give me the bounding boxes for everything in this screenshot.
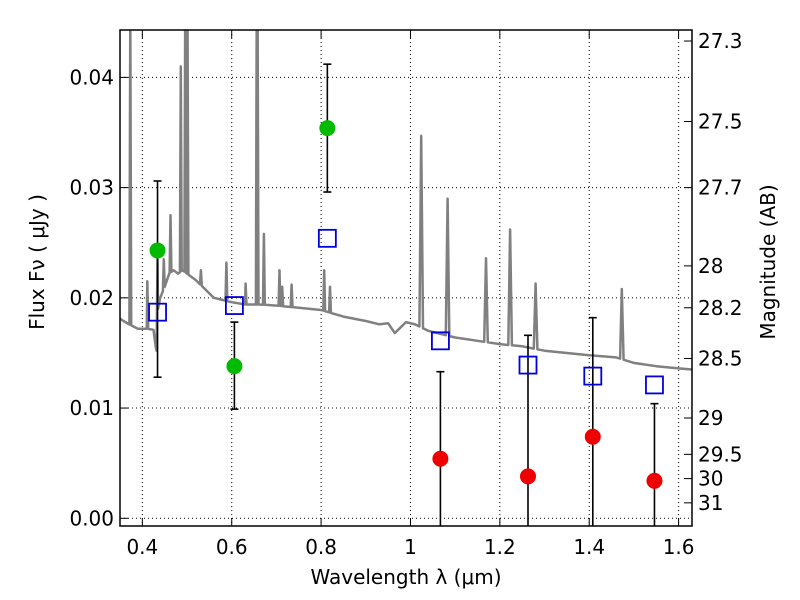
x-tick-label: 1.4 <box>573 535 605 559</box>
model-photometry-marker <box>645 375 664 395</box>
right-tick-label: 27.5 <box>698 109 743 133</box>
right-tick-label: 27.3 <box>698 29 743 53</box>
y-tick-label: 0.04 <box>69 65 114 89</box>
x-tick-label: 0.4 <box>126 535 158 559</box>
detection-marker <box>149 242 166 259</box>
model-photometry-marker <box>317 228 337 248</box>
right-tick-label: 29 <box>698 406 723 430</box>
x-tick-label: 0.6 <box>216 535 248 559</box>
model-photometry-marker <box>148 302 167 322</box>
y-tick-label: 0.03 <box>69 176 114 200</box>
y-tick-label: 0.01 <box>69 396 114 420</box>
y-tick-label: 0.02 <box>69 286 114 310</box>
axis-labels: 0.4 0.6 0.8 1 1.2 1.4 1.6 0.00 0.01 0.02 0.03 0.04 2… <box>69 29 742 559</box>
right-tick-label: 31 <box>698 491 723 515</box>
x-tick-label: 1.2 <box>484 535 516 559</box>
right-axis-title: Magnitude (AB) <box>756 184 780 339</box>
right-tick-label: 29.5 <box>698 442 743 466</box>
y-tick-label: 0.00 <box>69 506 114 530</box>
model-photometry-marker <box>224 296 244 315</box>
axis-ticks <box>120 30 692 526</box>
x-tick-label: 0.8 <box>305 535 337 559</box>
x-tick-label: 1.6 <box>663 535 695 559</box>
upper-limit-marker <box>584 428 601 445</box>
model-photometry-marker <box>518 355 538 375</box>
model-spectrum-line <box>120 30 692 371</box>
right-tick-label: 28.5 <box>698 346 743 370</box>
y-axis-title: Flux Fν ( μJy ) <box>25 194 49 330</box>
right-tick-label: 27.7 <box>698 176 743 200</box>
detection-marker <box>319 120 336 137</box>
model-photometry-marker <box>583 366 603 386</box>
upper-limit-marker <box>519 468 536 485</box>
right-tick-label: 28 <box>698 254 723 278</box>
model-photometry-marker <box>431 331 450 351</box>
right-tick-label: 28.2 <box>698 296 743 320</box>
detection-marker <box>226 358 243 375</box>
plot-frame <box>119 29 693 527</box>
x-tick-label: 1 <box>404 535 417 559</box>
x-axis-title: Wavelength λ (μm) <box>310 565 501 589</box>
grid <box>120 30 692 526</box>
upper-limit-marker <box>432 450 449 467</box>
plot-area <box>120 30 692 526</box>
upper-limit-marker <box>646 472 663 489</box>
right-tick-label: 30 <box>698 467 723 491</box>
